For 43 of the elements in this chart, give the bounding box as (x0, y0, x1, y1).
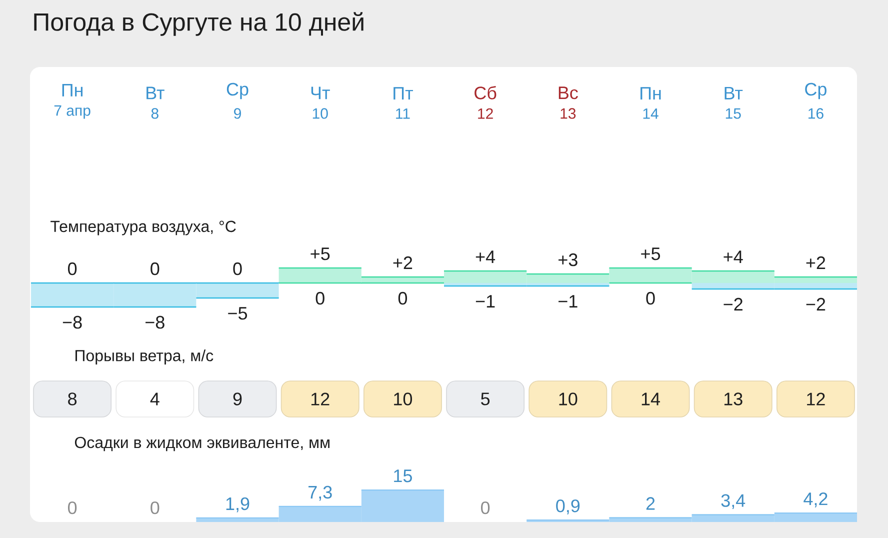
data-label: 0 (68, 262, 77, 276)
data-label: 10 (559, 392, 578, 406)
data-label: −8 (146, 316, 164, 329)
data-label: 0 (233, 262, 242, 276)
x-tick-label: Ср 16 (805, 82, 826, 119)
chart-title: Погода в Сургуте на 10 дней (34, 12, 364, 36)
data-label: 13 (724, 392, 742, 406)
data-label: 12 (807, 392, 825, 406)
x-tick-label: Чт 10 (311, 86, 330, 119)
data-label: +5 (310, 248, 330, 260)
text: Порывы ветра, м/с (75, 350, 214, 364)
data-label: 10 (394, 392, 412, 406)
data-label: −1 (558, 295, 578, 308)
data-label: 12 (311, 392, 330, 406)
data-label: 0 (398, 292, 408, 305)
x-tick-label: Пт 11 (394, 87, 413, 119)
data-label: 0 (316, 292, 324, 305)
data-label: 4 (150, 392, 160, 406)
data-label: 0 (646, 292, 655, 305)
data-label: 0 (150, 262, 160, 276)
data-label: 14 (642, 392, 660, 406)
x-tick-label: Ср 9 (226, 82, 248, 119)
x-tick-label: Сб 12 (474, 86, 496, 119)
data-label: −5 (228, 307, 248, 320)
data-label: −1 (476, 295, 495, 308)
data-label: +5 (641, 248, 660, 260)
data-label: +2 (393, 256, 412, 269)
data-label: 8 (68, 392, 77, 406)
data-label: −8 (62, 316, 82, 329)
data-label: −2 (724, 298, 742, 310)
data-label: 9 (233, 392, 242, 406)
data-label: +3 (558, 253, 578, 266)
chart-subtitle: Температура воздуха, °C (50, 220, 236, 236)
data-label: +4 (724, 250, 743, 263)
x-tick-label: Вс 13 (558, 86, 578, 119)
x-tick-label: Вт 8 (146, 86, 164, 119)
x-tick-label: Вт 15 (724, 86, 743, 119)
x-tick-label: Пн 14 (640, 87, 661, 119)
data-label: −2 (806, 298, 826, 310)
data-label: 5 (481, 392, 490, 406)
data-label: +4 (476, 250, 496, 263)
x-tick-label: Пн 7 апр (54, 84, 90, 119)
data-label: +2 (806, 256, 826, 269)
